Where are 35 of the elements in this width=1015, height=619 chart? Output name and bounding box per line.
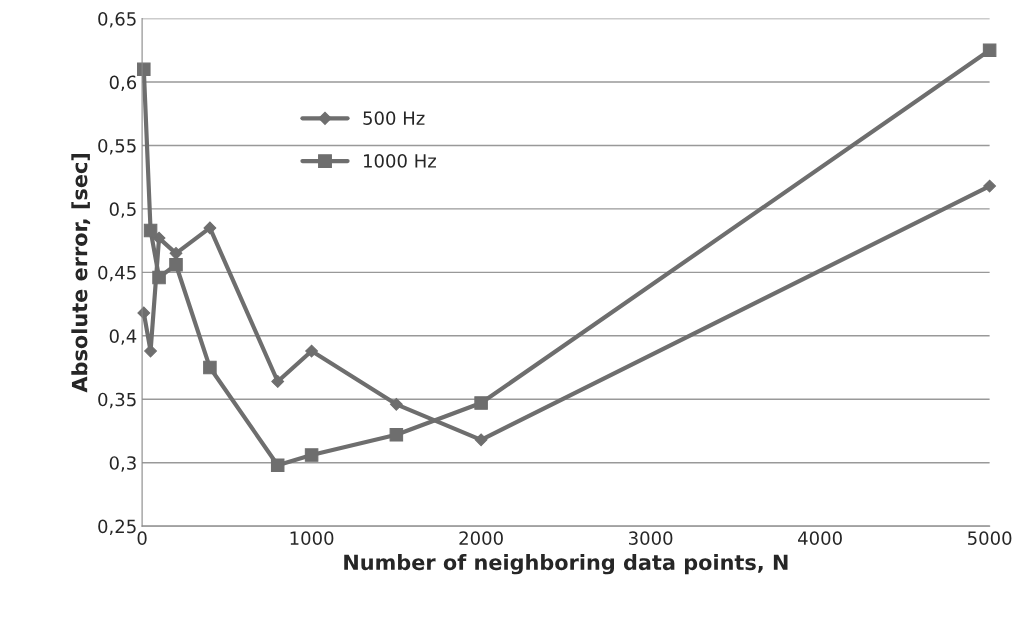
point [389, 428, 404, 442]
y-tick-label: 0,5 [109, 202, 136, 218]
point [143, 223, 158, 238]
y-tick-label: 0,25 [98, 519, 136, 536]
point [203, 221, 217, 235]
point [389, 397, 403, 411]
y-tick-label: 0,6 [109, 75, 137, 91]
x-tick-label: 2000 [459, 531, 503, 545]
point [169, 246, 183, 260]
point [270, 458, 285, 473]
y-tick-label: 0,4 [109, 329, 137, 345]
point [271, 375, 285, 388]
y-tick-label: 0,65 [98, 12, 136, 28]
point [474, 433, 488, 447]
point [983, 179, 997, 193]
point [203, 360, 217, 375]
x-tick-label: 3000 [629, 531, 673, 545]
x-tick-label: 1000 [290, 531, 334, 545]
point [152, 270, 166, 285]
x-tick-label: 0 [137, 531, 147, 545]
point [474, 396, 488, 410]
y-tick-label: 0,55 [98, 138, 136, 155]
y-axis-title: Absolute error, [sec] [71, 153, 91, 393]
point [982, 43, 997, 58]
point [304, 448, 319, 462]
legend-label: 500 Hz [363, 111, 425, 125]
point [169, 257, 183, 272]
x-tick-label: 4000 [798, 531, 842, 545]
y-tick-label: 0,3 [109, 456, 136, 472]
legend-label: 1000 Hz [364, 154, 436, 168]
point [305, 344, 319, 358]
y-tick-label: 0,45 [98, 265, 136, 282]
x-tick-label: 5000 [968, 531, 1012, 545]
y-tick-label: 0,35 [98, 392, 136, 409]
x-axis-title: Number of neighboring data points, N [344, 554, 788, 575]
